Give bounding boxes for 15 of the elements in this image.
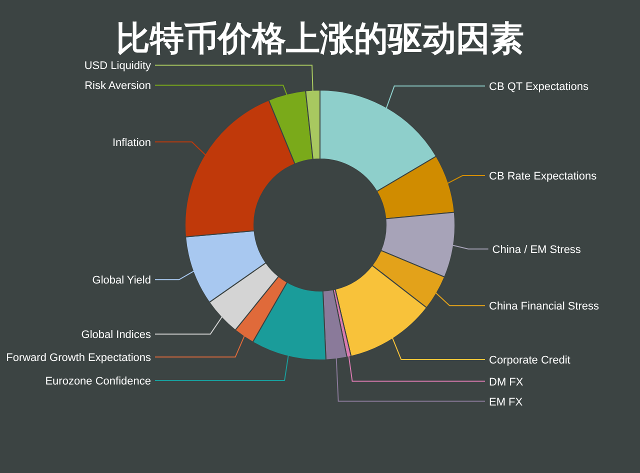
slice-label: USD Liquidity [84, 60, 152, 72]
slice-label: CB Rate Expectations [489, 170, 598, 183]
slice-label: Global Indices [81, 329, 152, 342]
slice-label: EM FX [489, 396, 524, 408]
slice-label: Inflation [112, 136, 151, 149]
slice-label: CB QT Expectations [489, 81, 589, 94]
slice-label: Corporate Credit [489, 354, 570, 367]
slice-label: China Financial Stress [489, 300, 600, 313]
slice-label: Forward Growth Expectations [6, 352, 152, 364]
slice-label: Risk Aversion [84, 80, 151, 92]
slice-label: Eurozone Confidence [45, 375, 151, 388]
slice-label: Global Yield [92, 274, 151, 287]
chart-title: 比特币价格上涨的驱动因素 [116, 19, 524, 59]
slice-label: DM FX [489, 376, 524, 388]
slice-label: China / EM Stress [492, 244, 582, 256]
